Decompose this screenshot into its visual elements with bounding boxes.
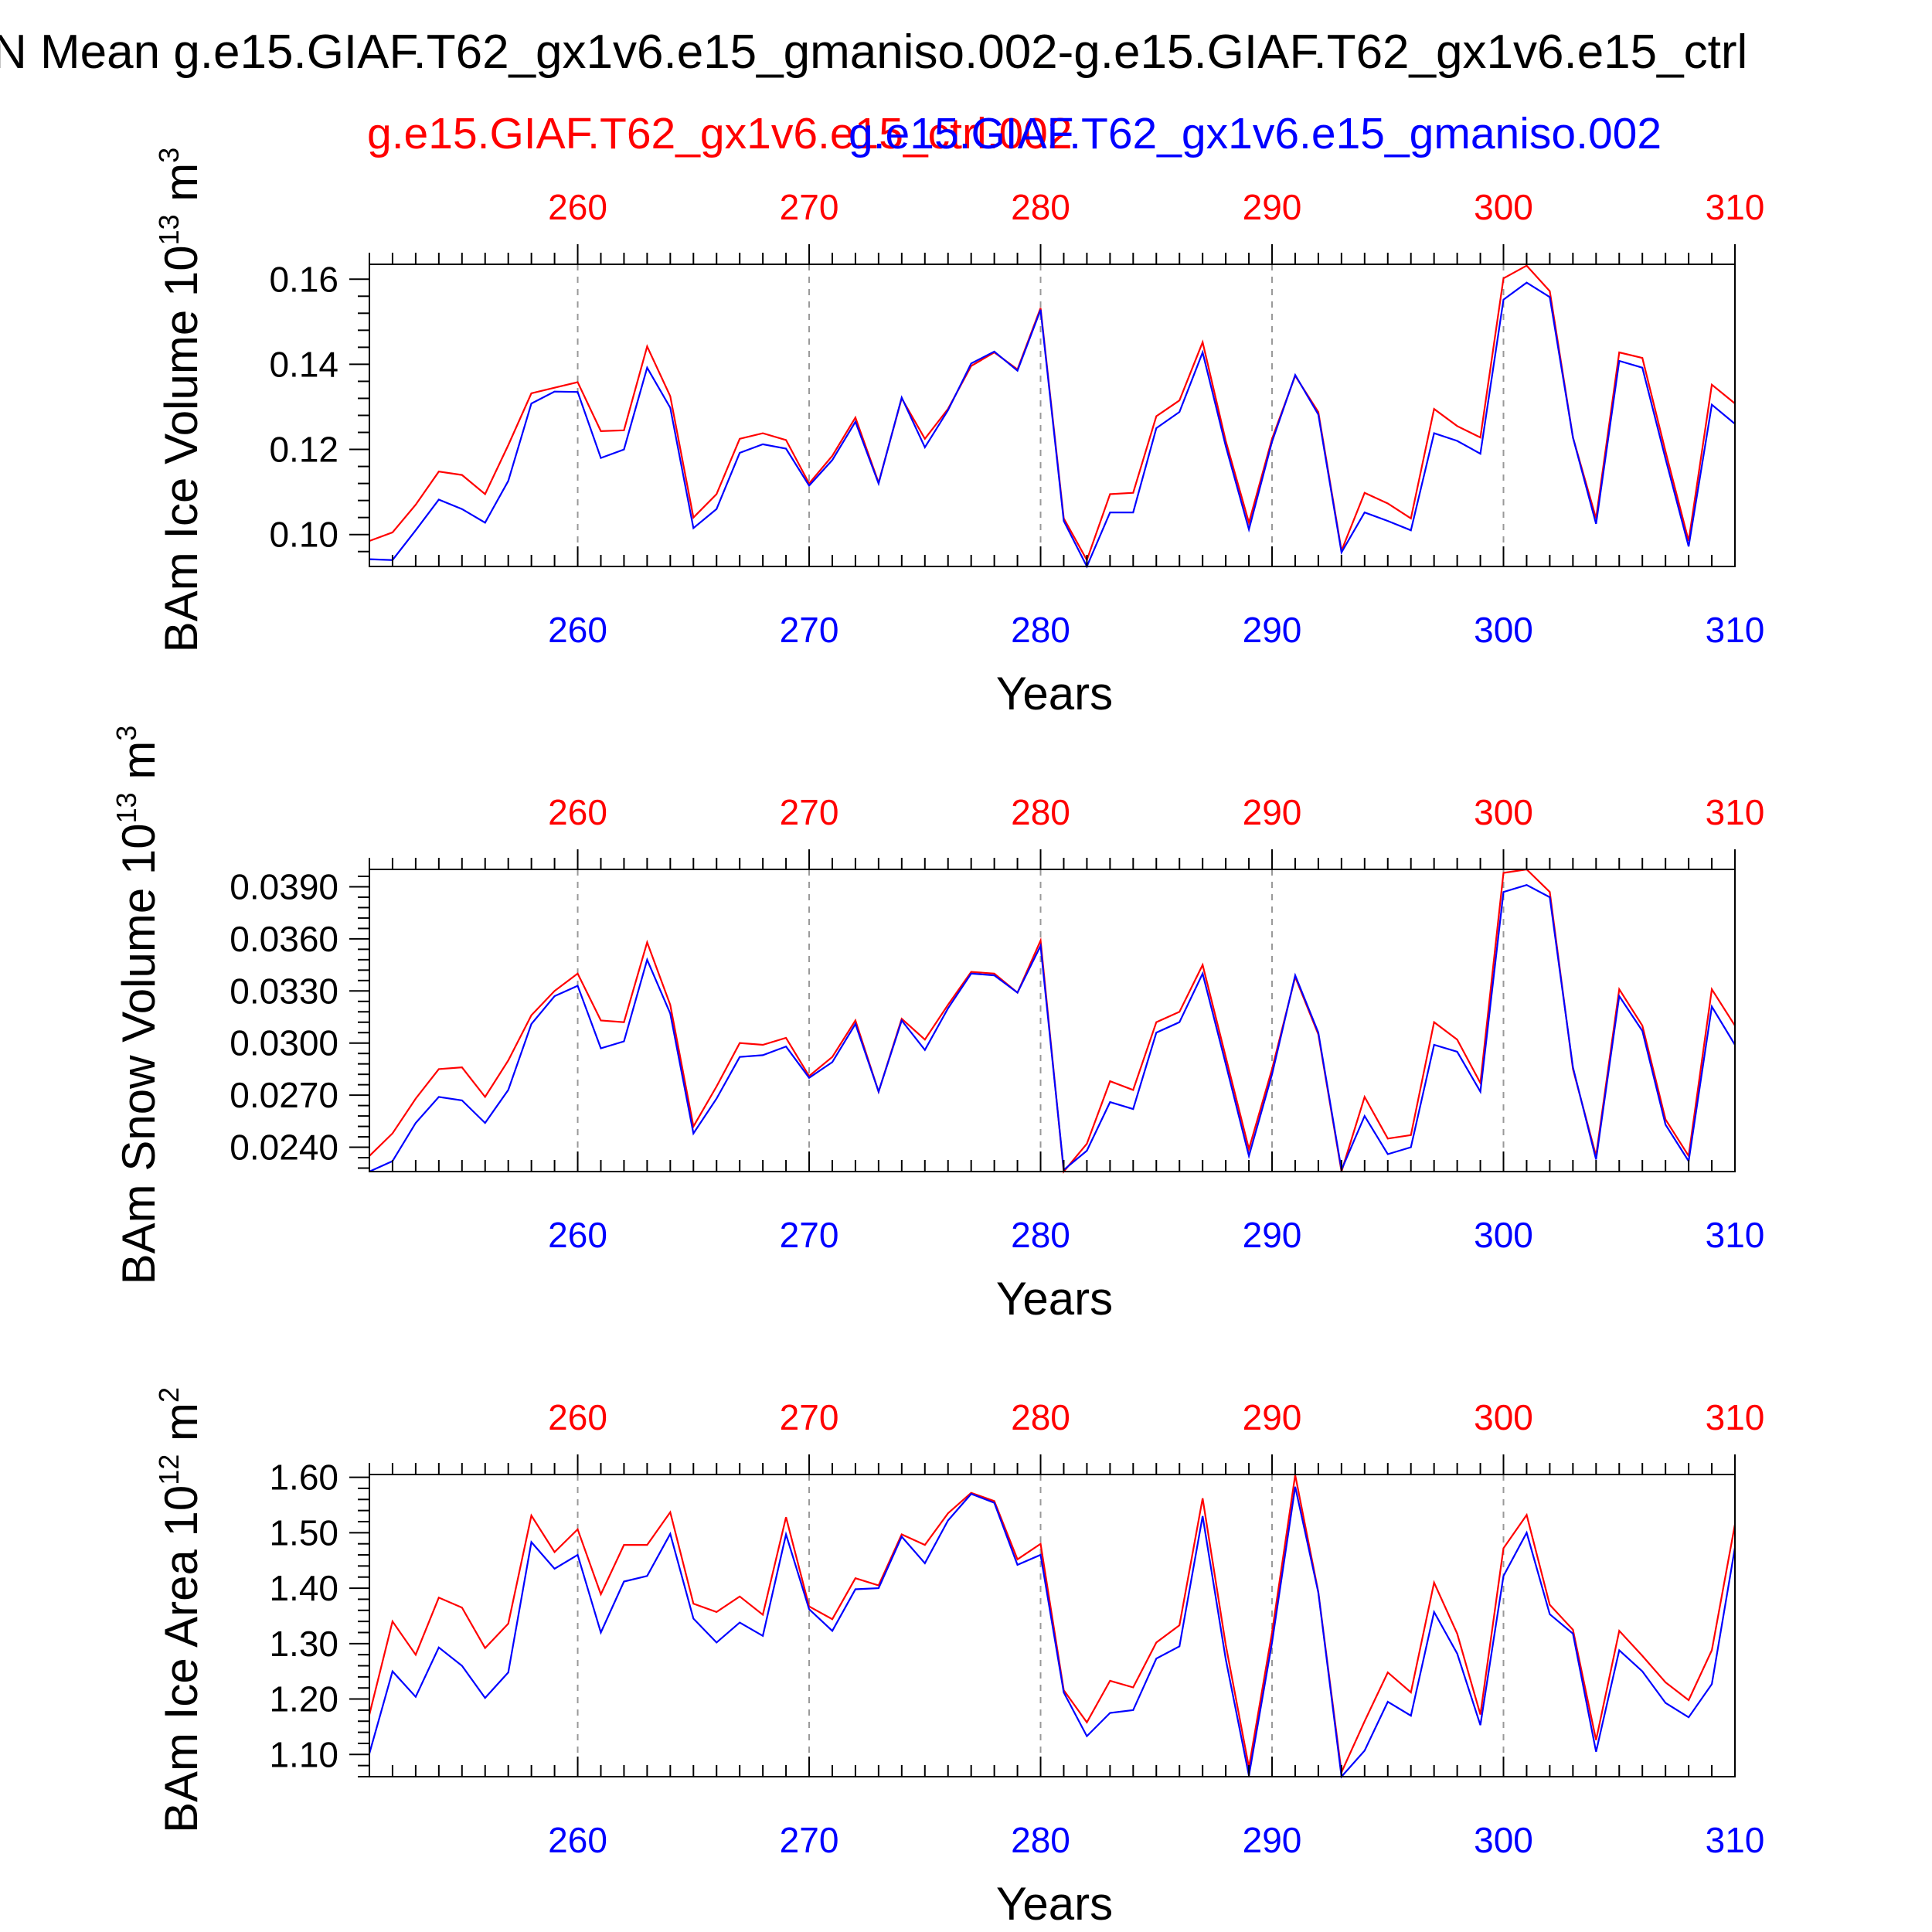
x-tick-label-top: 290 xyxy=(1243,1397,1302,1437)
y-tick-label: 0.0390 xyxy=(230,866,338,906)
x-tick-label-bottom: 280 xyxy=(1011,610,1070,650)
x-tick-label-top: 260 xyxy=(548,792,607,832)
x-tick-label-bottom: 300 xyxy=(1474,1215,1533,1255)
x-tick-label-top: 310 xyxy=(1706,792,1765,832)
y-tick-label: 0.0270 xyxy=(230,1075,338,1115)
y-tick-label: 0.16 xyxy=(269,259,338,299)
y-tick-label: 0.0330 xyxy=(230,971,338,1011)
x-tick-label-bottom: 290 xyxy=(1243,1215,1302,1255)
x-tick-label-top: 270 xyxy=(780,1397,839,1437)
x-tick-label-top: 280 xyxy=(1011,1397,1070,1437)
x-tick-label-top: 300 xyxy=(1474,1397,1533,1437)
plot-frame xyxy=(369,1474,1736,1777)
x-tick-label-top: 280 xyxy=(1011,792,1070,832)
x-tick-label-bottom: 270 xyxy=(780,1820,839,1860)
y-tick-label: 0.12 xyxy=(269,430,338,470)
x-tick-label-top: 270 xyxy=(780,187,839,227)
chart-panel-1: 260 260 270 270 280 280 290 290 300 300 310 310 0.10… xyxy=(153,148,1764,719)
x-tick-label-bottom: 300 xyxy=(1474,610,1533,650)
chart-panel-3: 260 260 270 270 280 280 290 290 300 300 310 310 1.10… xyxy=(153,1387,1764,1930)
x-axis-label: Years xyxy=(996,1878,1113,1930)
y-axis-label-ylabel-unit: m xyxy=(155,1403,207,1454)
y-axis-label-ylabel-unit-exp: 3 xyxy=(111,726,142,741)
y-tick-label: 0.0360 xyxy=(230,919,338,959)
y-axis-label-ylabel-main: BAm Ice Area 10 xyxy=(155,1485,207,1833)
x-tick-label-bottom: 270 xyxy=(780,1215,839,1255)
legend-label-ctrl: g.e15.GIAF.T62_gx1v6.e15_ctrl.002 xyxy=(367,109,1073,158)
x-tick-label-bottom: 310 xyxy=(1706,610,1765,650)
x-tick-label-top: 270 xyxy=(780,792,839,832)
x-tick-label-top: 310 xyxy=(1706,1397,1765,1437)
figure-title: N Mean g.e15.GIAF.T62_gx1v6.e15_gmaniso.… xyxy=(0,26,1747,79)
y-axis-label-ylabel-main: BAm Ice Volume 10 xyxy=(155,245,207,652)
y-axis-label-ylabel-unit-exp: 2 xyxy=(153,1387,185,1403)
legend-label-gmaniso: g.e15.GIAF.T62_gx1v6.e15_gmaniso.002 xyxy=(849,109,1662,158)
y-tick-label: 1.10 xyxy=(269,1734,338,1774)
y-tick-label: 0.14 xyxy=(269,344,338,384)
y-tick-label: 0.0240 xyxy=(230,1128,338,1168)
y-tick-label: 1.40 xyxy=(269,1568,338,1608)
y-axis-label-ylabel-unit: m xyxy=(113,741,165,793)
y-tick-label: 1.30 xyxy=(269,1624,338,1664)
x-axis-label: Years xyxy=(996,1273,1113,1325)
y-tick-label: 1.60 xyxy=(269,1458,338,1498)
x-tick-label-bottom: 280 xyxy=(1011,1215,1070,1255)
series-line-gmaniso xyxy=(368,1486,1736,1779)
series-line-gmaniso xyxy=(369,281,1736,569)
plot-frame xyxy=(369,869,1736,1172)
series-line-ctrl xyxy=(368,1475,1736,1776)
y-axis-label: BAm Snow Volume 1013 m3 xyxy=(111,726,165,1285)
y-tick-label: 1.20 xyxy=(269,1679,338,1719)
chart-panel-2: 260 260 270 270 280 280 290 290 300 300 310 310 0.02… xyxy=(111,726,1764,1325)
x-tick-label-bottom: 260 xyxy=(548,1820,607,1860)
chart-panels: 260 260 270 270 280 280 290 290 300 300 310 310 0.10… xyxy=(111,148,1764,1930)
y-axis-label-ylabel-exp: 13 xyxy=(111,792,142,823)
x-tick-label-top: 280 xyxy=(1011,187,1070,227)
y-axis-label: BAm Ice Volume 1013 m3 xyxy=(153,148,207,653)
x-tick-label-top: 260 xyxy=(548,1397,607,1437)
y-tick-label: 0.10 xyxy=(269,515,338,555)
x-tick-label-bottom: 280 xyxy=(1011,1820,1070,1860)
y-tick-label: 1.50 xyxy=(269,1512,338,1553)
x-tick-label-bottom: 300 xyxy=(1474,1820,1533,1860)
x-axis-label: Years xyxy=(996,668,1113,719)
y-axis-label-ylabel-unit: m xyxy=(155,163,207,215)
y-axis-label: BAm Ice Area 1012 m2 xyxy=(153,1387,207,1833)
x-tick-label-bottom: 260 xyxy=(548,610,607,650)
x-tick-label-bottom: 310 xyxy=(1706,1215,1765,1255)
y-axis-label-ylabel-main: BAm Snow Volume 10 xyxy=(113,823,165,1284)
y-axis-label-ylabel-unit-exp: 3 xyxy=(153,148,185,163)
y-axis-label-ylabel-exp: 13 xyxy=(153,214,185,245)
series-line-gmaniso xyxy=(369,884,1736,1173)
x-tick-label-top: 300 xyxy=(1474,792,1533,832)
x-tick-label-top: 290 xyxy=(1243,792,1302,832)
x-tick-label-bottom: 270 xyxy=(780,610,839,650)
x-tick-label-top: 300 xyxy=(1474,187,1533,227)
x-tick-label-bottom: 260 xyxy=(548,1215,607,1255)
x-tick-label-top: 260 xyxy=(548,187,607,227)
x-tick-label-top: 290 xyxy=(1243,187,1302,227)
x-tick-label-bottom: 290 xyxy=(1243,610,1302,650)
y-axis-label-ylabel-exp: 12 xyxy=(153,1454,185,1485)
x-tick-label-bottom: 290 xyxy=(1243,1820,1302,1860)
y-tick-label: 0.0300 xyxy=(230,1023,338,1063)
x-tick-label-bottom: 310 xyxy=(1706,1820,1765,1860)
x-tick-label-top: 310 xyxy=(1706,187,1765,227)
